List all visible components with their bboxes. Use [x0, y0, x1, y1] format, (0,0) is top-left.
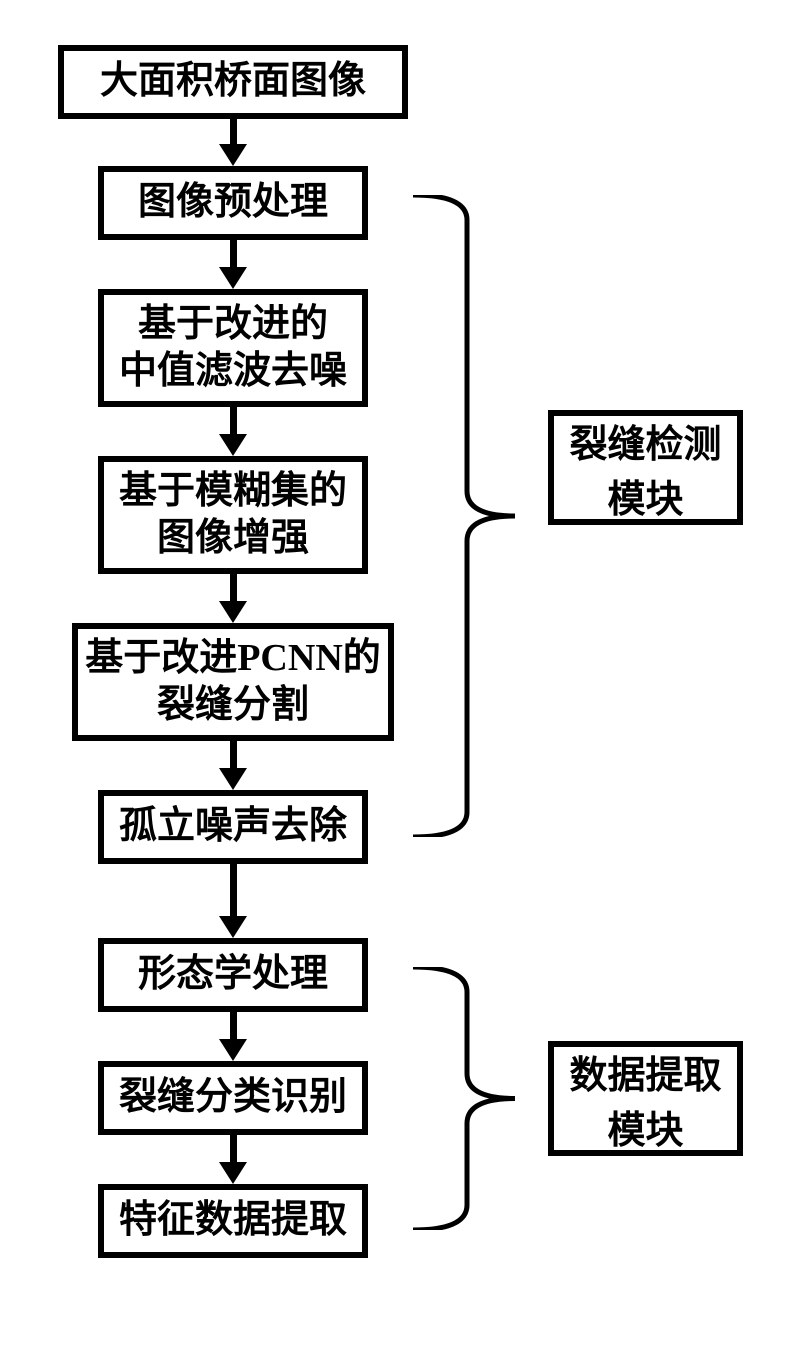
flowchart-node-n7: 裂缝分类识别	[98, 1061, 368, 1135]
node-text: 图像增强	[157, 515, 309, 563]
module-text: 数据提取	[569, 1044, 721, 1099]
node-text: 基于改进PCNN的	[85, 635, 381, 683]
node-text: 特征数据提取	[119, 1197, 347, 1245]
flowchart-node-n4: 基于改进PCNN的裂缝分割	[72, 623, 394, 741]
module-text: 模块	[607, 1099, 683, 1154]
module-box-m2: 数据提取模块	[548, 1041, 743, 1156]
module-box-m1: 裂缝检测模块	[548, 410, 743, 525]
node-text: 大面积桥面图像	[100, 58, 366, 106]
module-text: 模块	[607, 468, 683, 523]
flowchart-node-n2: 基于改进的中值滤波去噪	[98, 289, 368, 407]
flowchart-node-n6: 形态学处理	[98, 938, 368, 1012]
node-text: 基于改进的	[138, 301, 328, 349]
node-text: 基于模糊集的	[119, 468, 347, 516]
node-text: 裂缝分割	[157, 682, 309, 730]
flowchart-node-n1: 图像预处理	[98, 166, 368, 240]
node-text: 图像预处理	[138, 179, 328, 227]
node-text: 中值滤波去噪	[119, 348, 347, 396]
bracket-m2	[413, 967, 533, 1230]
node-text: 孤立噪声去除	[119, 803, 347, 851]
module-text: 裂缝检测	[569, 413, 721, 468]
node-text: 形态学处理	[138, 951, 328, 999]
node-text: 裂缝分类识别	[119, 1074, 347, 1122]
flowchart-node-n5: 孤立噪声去除	[98, 790, 368, 864]
bracket-m1	[413, 195, 533, 837]
flowchart-node-n3: 基于模糊集的图像增强	[98, 456, 368, 574]
flowchart-node-n0: 大面积桥面图像	[58, 45, 408, 119]
flowchart-node-n8: 特征数据提取	[98, 1184, 368, 1258]
